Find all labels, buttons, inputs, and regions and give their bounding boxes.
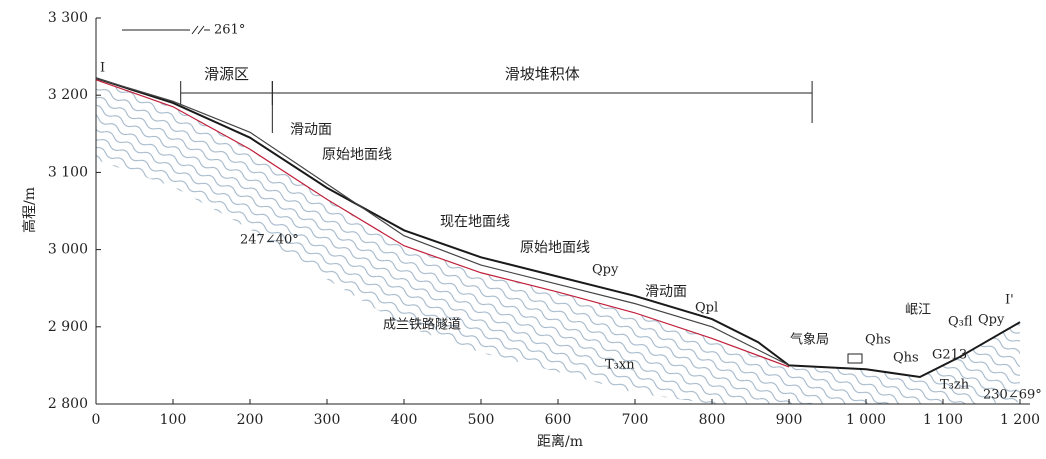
x-tick-label: 1 200 <box>1000 412 1040 428</box>
x-tick-label: 400 <box>391 412 418 428</box>
x-tick-label: 600 <box>545 412 572 428</box>
y-tick-label: 3 000 <box>48 242 88 258</box>
annotation: 岷江 <box>905 303 931 318</box>
x-tick-label: 900 <box>776 412 803 428</box>
y-tick-label: 2 800 <box>48 396 88 412</box>
y-tick-label: 3 100 <box>48 164 88 180</box>
annotation: T₃xn <box>605 358 635 373</box>
chart: 高程/m 距离/m 2 800 2 900 3 000 3 100 3 200 3 300… <box>0 0 1046 459</box>
annotation: 成兰铁路隧道 <box>383 317 461 333</box>
y-tick-label: 3 300 <box>48 10 88 26</box>
line-label: 原始地面线 <box>520 240 590 256</box>
x-tick-label: 700 <box>622 412 649 428</box>
x-tick-label: 300 <box>314 412 341 428</box>
y-tick-label: 2 900 <box>48 319 88 335</box>
x-tick-label: 1 000 <box>846 412 886 428</box>
x-tick-label: 100 <box>160 412 187 428</box>
annotation: Qpl <box>695 301 718 316</box>
line-label: 滑动面 <box>290 121 332 138</box>
annotation: Ⅰ <box>100 61 105 76</box>
annotation: Qpy <box>592 263 619 278</box>
annotation: G213 <box>932 348 967 363</box>
x-tick-label: 800 <box>699 412 726 428</box>
annotation: Qpy <box>978 313 1005 328</box>
line-label: 现在地面线 <box>440 214 510 230</box>
annotation: T₃zh <box>940 378 970 393</box>
annotation: 气象局 <box>790 332 829 348</box>
zone-label: 滑坡堆积体 <box>505 65 580 83</box>
annotation: 230∠69° <box>983 388 1042 403</box>
annotation: Qhs <box>893 351 919 366</box>
x-tick-label: 500 <box>468 412 495 428</box>
annotation: Ⅰ' <box>1005 293 1014 308</box>
y-axis-title: 高程/m <box>21 187 38 233</box>
y-tick-label: 3 200 <box>48 87 88 103</box>
direction-symbol <box>122 26 210 34</box>
line-label: 原始地面线 <box>322 147 392 163</box>
annotation: 261° <box>214 23 245 38</box>
x-tick-label: 0 <box>92 412 101 428</box>
x-axis-title: 距离/m <box>537 433 583 450</box>
line-label: 滑动面 <box>645 283 687 300</box>
building-symbol <box>848 354 862 363</box>
annotation: Q₃fl <box>948 315 973 330</box>
zone-label: 滑源区 <box>204 65 249 83</box>
annotation: 247∠40° <box>240 233 299 248</box>
annotation: Qhs <box>865 333 891 348</box>
x-tick-label: 1 100 <box>923 412 963 428</box>
x-tick-label: 200 <box>237 412 264 428</box>
